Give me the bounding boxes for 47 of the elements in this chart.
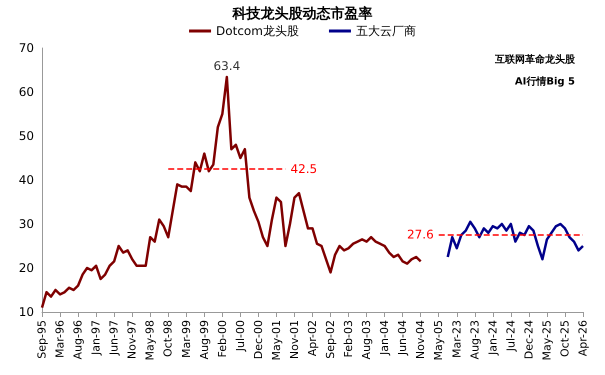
x-tick-label: Jun-97 — [108, 320, 121, 356]
x-tick-label: Mar-96 — [54, 320, 67, 358]
x-tick-label: Aug-96 — [72, 320, 85, 360]
x-tick-label: Feb-00 — [216, 320, 229, 358]
y-tick-label: 40 — [18, 173, 34, 187]
x-tick-label: Aug-23 — [468, 320, 482, 360]
x-tick-label: Mar-23 — [450, 320, 464, 358]
legend-label: 五大云厂商 — [356, 24, 416, 38]
x-tick-label: Jul-24 — [504, 320, 518, 352]
x-tick-label: Jul-00 — [234, 320, 247, 352]
x-tick-label: Nov-04 — [414, 320, 428, 360]
chart-title: 科技龙头股动态市盈率 — [232, 5, 372, 22]
x-tick-label: Oct-98 — [162, 320, 175, 357]
x-tick-label: Dec-24 — [522, 320, 536, 360]
x-tick-label: May-98 — [144, 320, 157, 361]
ref-line-label: 27.6 — [407, 228, 434, 242]
x-tick-label: Dec-00 — [252, 320, 265, 360]
x-tick-label: Nov-97 — [126, 320, 139, 360]
x-tick-label: Oct-25 — [558, 320, 572, 357]
x-tick-label: Aug-03 — [360, 320, 374, 360]
x-tick-label: Mar-99 — [180, 320, 193, 358]
x-tick-label: Apr-26 — [576, 320, 590, 356]
annotation: 互联网革命龙头股 — [494, 54, 576, 66]
x-tick-label: Feb-03 — [342, 320, 356, 358]
y-tick-label: 70 — [18, 41, 34, 55]
x-tick-label: May-05 — [432, 320, 446, 361]
x-tick-label: Sep-02 — [324, 320, 338, 359]
x-tick-label: May-01 — [270, 320, 283, 361]
x-tick-label: Sep-95 — [36, 320, 48, 359]
line-series — [446, 220, 584, 260]
x-tick-label: Aug-99 — [198, 320, 211, 360]
x-tick-label: Jan-04 — [378, 320, 392, 356]
y-tick-label: 10 — [18, 305, 34, 319]
x-tick-label: Jan-97 — [90, 320, 103, 356]
data-label: 63.4 — [213, 59, 240, 74]
annotation: AI行情Big 5 — [514, 76, 576, 88]
y-tick-label: 30 — [18, 217, 34, 231]
y-tick-label: 20 — [18, 261, 34, 275]
y-tick-label: 60 — [18, 85, 34, 99]
y-tick-label: 50 — [18, 129, 34, 143]
ref-line-label: 42.5 — [290, 162, 318, 176]
x-tick-label: Nov-01 — [288, 320, 301, 360]
x-tick-label: Apr-02 — [306, 320, 319, 356]
x-tick-label: Jan-24 — [486, 320, 500, 356]
x-tick-label: Jun-04 — [396, 320, 410, 356]
legend-label: Dotcom龙头股 — [216, 24, 299, 38]
x-tick-label: May-25 — [540, 320, 554, 361]
